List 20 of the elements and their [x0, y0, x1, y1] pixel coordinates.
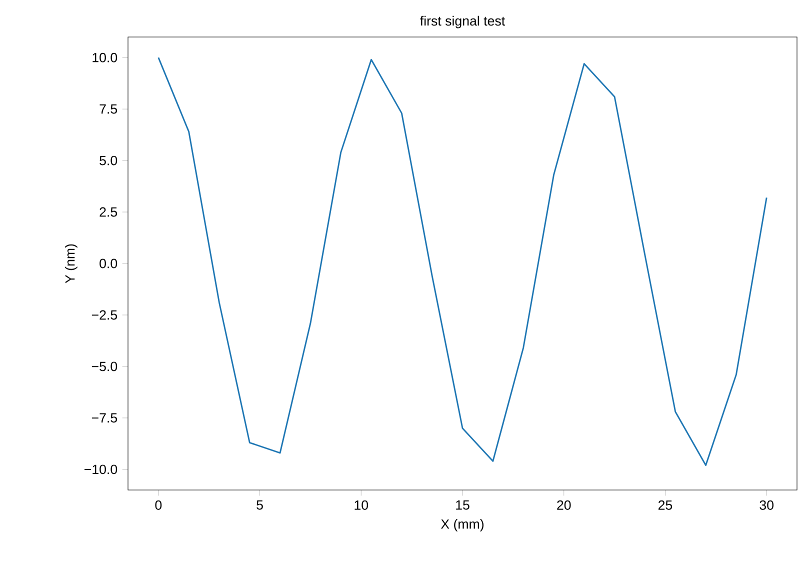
y-tick-label: −10.0 — [84, 464, 118, 474]
y-tick-label: 0.0 — [100, 258, 118, 268]
x-tick-label: 5 — [256, 500, 263, 510]
x-tick-label: 20 — [557, 500, 571, 510]
y-tick-label: 2.5 — [100, 207, 118, 217]
x-tick-label: 15 — [456, 500, 470, 510]
y-tick-label: 7.5 — [100, 104, 118, 114]
x-axis-title: X (mm) — [440, 518, 484, 532]
y-tick-label: −7.5 — [92, 413, 118, 423]
y-axis-title: Y (nm) — [64, 244, 78, 284]
x-tick-label: 10 — [354, 500, 368, 510]
chart-title: first signal test — [420, 16, 506, 28]
y-tick-label: −2.5 — [92, 310, 118, 320]
y-tick-label: −5.0 — [92, 362, 118, 372]
y-tick-label: 5.0 — [100, 156, 118, 166]
line-series — [158, 56, 768, 466]
y-tick-label: 10.0 — [92, 52, 118, 62]
x-tick-label: 25 — [658, 500, 672, 510]
x-tick-label: 0 — [155, 500, 162, 510]
x-tick-label: 30 — [760, 500, 774, 510]
